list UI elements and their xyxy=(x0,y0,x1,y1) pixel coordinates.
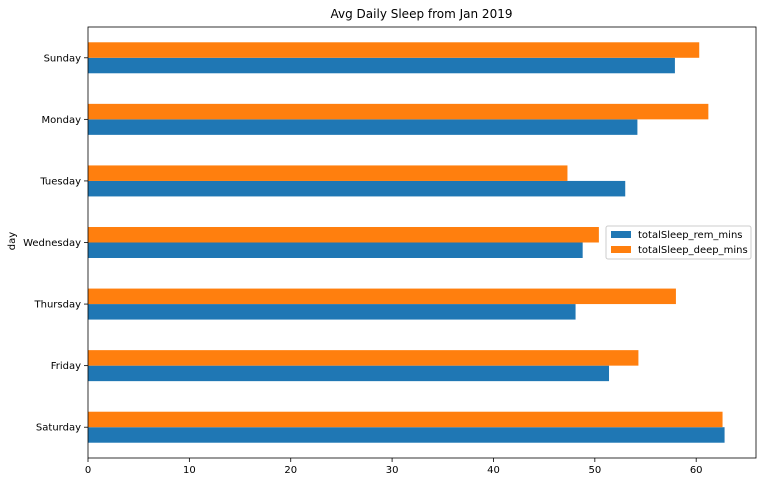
bar-totalSleep_rem_mins-sunday xyxy=(88,57,675,74)
legend-box xyxy=(605,225,752,260)
y-tick-label: Monday xyxy=(42,115,82,126)
legend-label-totalSleep_rem_mins: totalSleep_rem_mins xyxy=(638,230,743,241)
bar-totalSleep_deep_mins-sunday xyxy=(88,42,700,58)
legend-swatch-totalSleep_rem_mins xyxy=(611,231,631,238)
bar-totalSleep_rem_mins-wednesday xyxy=(88,242,583,258)
y-tick-label: Wednesday xyxy=(23,238,81,249)
y-axis-label: day xyxy=(7,232,18,250)
x-tick-label: 20 xyxy=(284,465,297,476)
bar-totalSleep_rem_mins-thursday xyxy=(88,304,576,320)
y-tick-label: Thursday xyxy=(34,300,82,311)
bar-totalSleep_deep_mins-friday xyxy=(88,350,639,366)
bar-totalSleep_deep_mins-monday xyxy=(88,103,709,120)
bar-totalSleep_deep_mins-thursday xyxy=(88,288,676,305)
axes-group: Sunday Monday Tuesday Wednesday Thursday Frid… xyxy=(23,26,757,476)
plot-frame xyxy=(87,26,757,459)
y-tick-label: Saturday xyxy=(36,423,81,434)
bar-totalSleep_rem_mins-monday xyxy=(88,119,638,135)
y-tick-label: Tuesday xyxy=(39,176,81,187)
x-tick-label: 40 xyxy=(487,465,500,476)
x-tick-label: 30 xyxy=(386,465,399,476)
legend-label-totalSleep_deep_mins: totalSleep_deep_mins xyxy=(638,245,748,256)
legend: totalSleep_rem_mins totalSleep_deep_mins xyxy=(605,225,752,260)
x-tick-label: 10 xyxy=(183,465,196,476)
x-tick-label: 50 xyxy=(588,465,601,476)
bar-totalSleep_rem_mins-friday xyxy=(88,365,610,382)
bar-totalSleep_deep_mins-wednesday xyxy=(88,227,599,243)
bar-totalSleep_deep_mins-saturday xyxy=(88,411,723,428)
y-tick-label: Friday xyxy=(51,361,81,372)
y-tick-label: Sunday xyxy=(44,53,81,64)
bar-totalSleep_rem_mins-saturday xyxy=(88,427,725,443)
x-tick-label: 60 xyxy=(690,465,703,476)
chart-title: Avg Daily Sleep from Jan 2019 xyxy=(331,7,513,21)
x-tick-label: 0 xyxy=(85,465,91,476)
bar-totalSleep_deep_mins-tuesday xyxy=(88,165,568,181)
bars-group xyxy=(88,42,725,443)
bar-totalSleep_rem_mins-tuesday xyxy=(88,180,626,197)
legend-swatch-totalSleep_deep_mins xyxy=(611,246,631,253)
